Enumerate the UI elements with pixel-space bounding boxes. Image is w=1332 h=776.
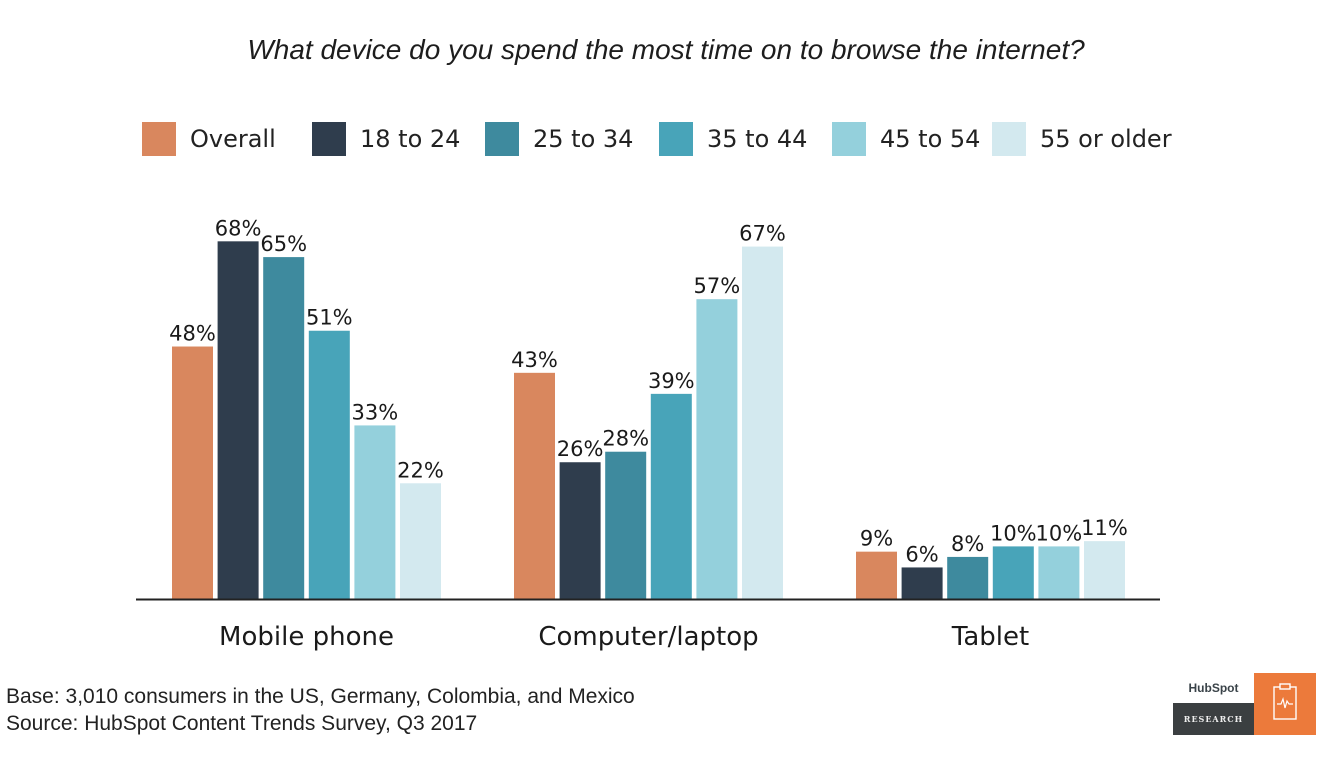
legend-swatch (485, 122, 519, 156)
bar (742, 246, 783, 599)
legend-item: 25 to 34 (485, 122, 633, 156)
bar (992, 546, 1034, 599)
legend-item: 45 to 54 (832, 122, 980, 156)
data-label: 68% (215, 216, 262, 240)
legend-label: 18 to 24 (360, 125, 461, 153)
data-label: 6% (905, 542, 938, 566)
legend-swatch (659, 122, 693, 156)
hubspot-wordmark: HubSpot (1173, 673, 1254, 703)
data-label: 8% (951, 532, 984, 556)
legend-swatch (992, 122, 1026, 156)
legend-label: 25 to 34 (533, 125, 634, 153)
legend-swatch (312, 122, 346, 156)
bar (354, 425, 396, 599)
data-label: 10% (990, 521, 1037, 545)
data-label: 9% (860, 527, 893, 551)
research-label: RESEARCH (1173, 703, 1254, 735)
legend: Overall 18 to 24 25 to 34 35 to 44 45 to 54 5… (0, 122, 1332, 158)
bar (217, 241, 259, 599)
bar (263, 257, 305, 599)
bar (605, 451, 647, 599)
bar (1084, 541, 1125, 599)
clipboard-pulse-icon (1254, 673, 1316, 735)
data-label: 43% (511, 348, 558, 372)
data-label: 22% (397, 458, 444, 482)
bar (650, 393, 692, 599)
category-label: Tablet (951, 622, 1029, 652)
legend-item: 55 or older (992, 122, 1172, 156)
data-label: 51% (306, 306, 353, 330)
bar-chart: 48% 68%65% 51% 33% 22% Mobile phone 43% 26%28% 3… (136, 216, 1160, 652)
legend-swatch (832, 122, 866, 156)
bar (1038, 546, 1080, 599)
legend-label: 35 to 44 (707, 125, 808, 153)
chart-title: What device do you spend the most time o… (247, 34, 1085, 65)
bar (559, 462, 601, 599)
legend-swatch (142, 122, 176, 156)
category-label: Computer/laptop (538, 622, 758, 652)
bar (172, 346, 213, 599)
data-label: 11% (1081, 516, 1128, 540)
data-label: 33% (352, 400, 399, 424)
bar (947, 556, 989, 599)
legend-item: Overall (142, 122, 276, 156)
data-label: 57% (694, 274, 741, 298)
footnote-base: Base: 3,010 consumers in the US, Germany… (6, 685, 635, 708)
legend-label: 45 to 54 (880, 125, 981, 153)
bar (901, 567, 943, 599)
bar (514, 372, 555, 599)
category-label: Mobile phone (219, 622, 394, 652)
bar (400, 483, 441, 599)
legend-item: 35 to 44 (659, 122, 807, 156)
legend-item: 18 to 24 (312, 122, 460, 156)
data-label: 48% (169, 322, 216, 346)
data-label: 65% (260, 232, 307, 256)
footnote: Base: 3,010 consumers in the US, Germany… (6, 683, 635, 737)
data-label: 10% (1036, 521, 1083, 545)
data-label: 28% (602, 427, 649, 451)
footnote-source: Source: HubSpot Content Trends Survey, Q… (6, 712, 478, 735)
hubspot-research-logo: HubSpot RESEARCH (1173, 673, 1316, 735)
bar (856, 551, 897, 599)
bar (308, 330, 350, 599)
bar (696, 299, 738, 599)
data-label: 67% (739, 222, 786, 246)
data-label: 26% (557, 437, 604, 461)
legend-label: 55 or older (1040, 125, 1172, 153)
data-label: 39% (648, 369, 695, 393)
legend-label: Overall (190, 125, 276, 153)
